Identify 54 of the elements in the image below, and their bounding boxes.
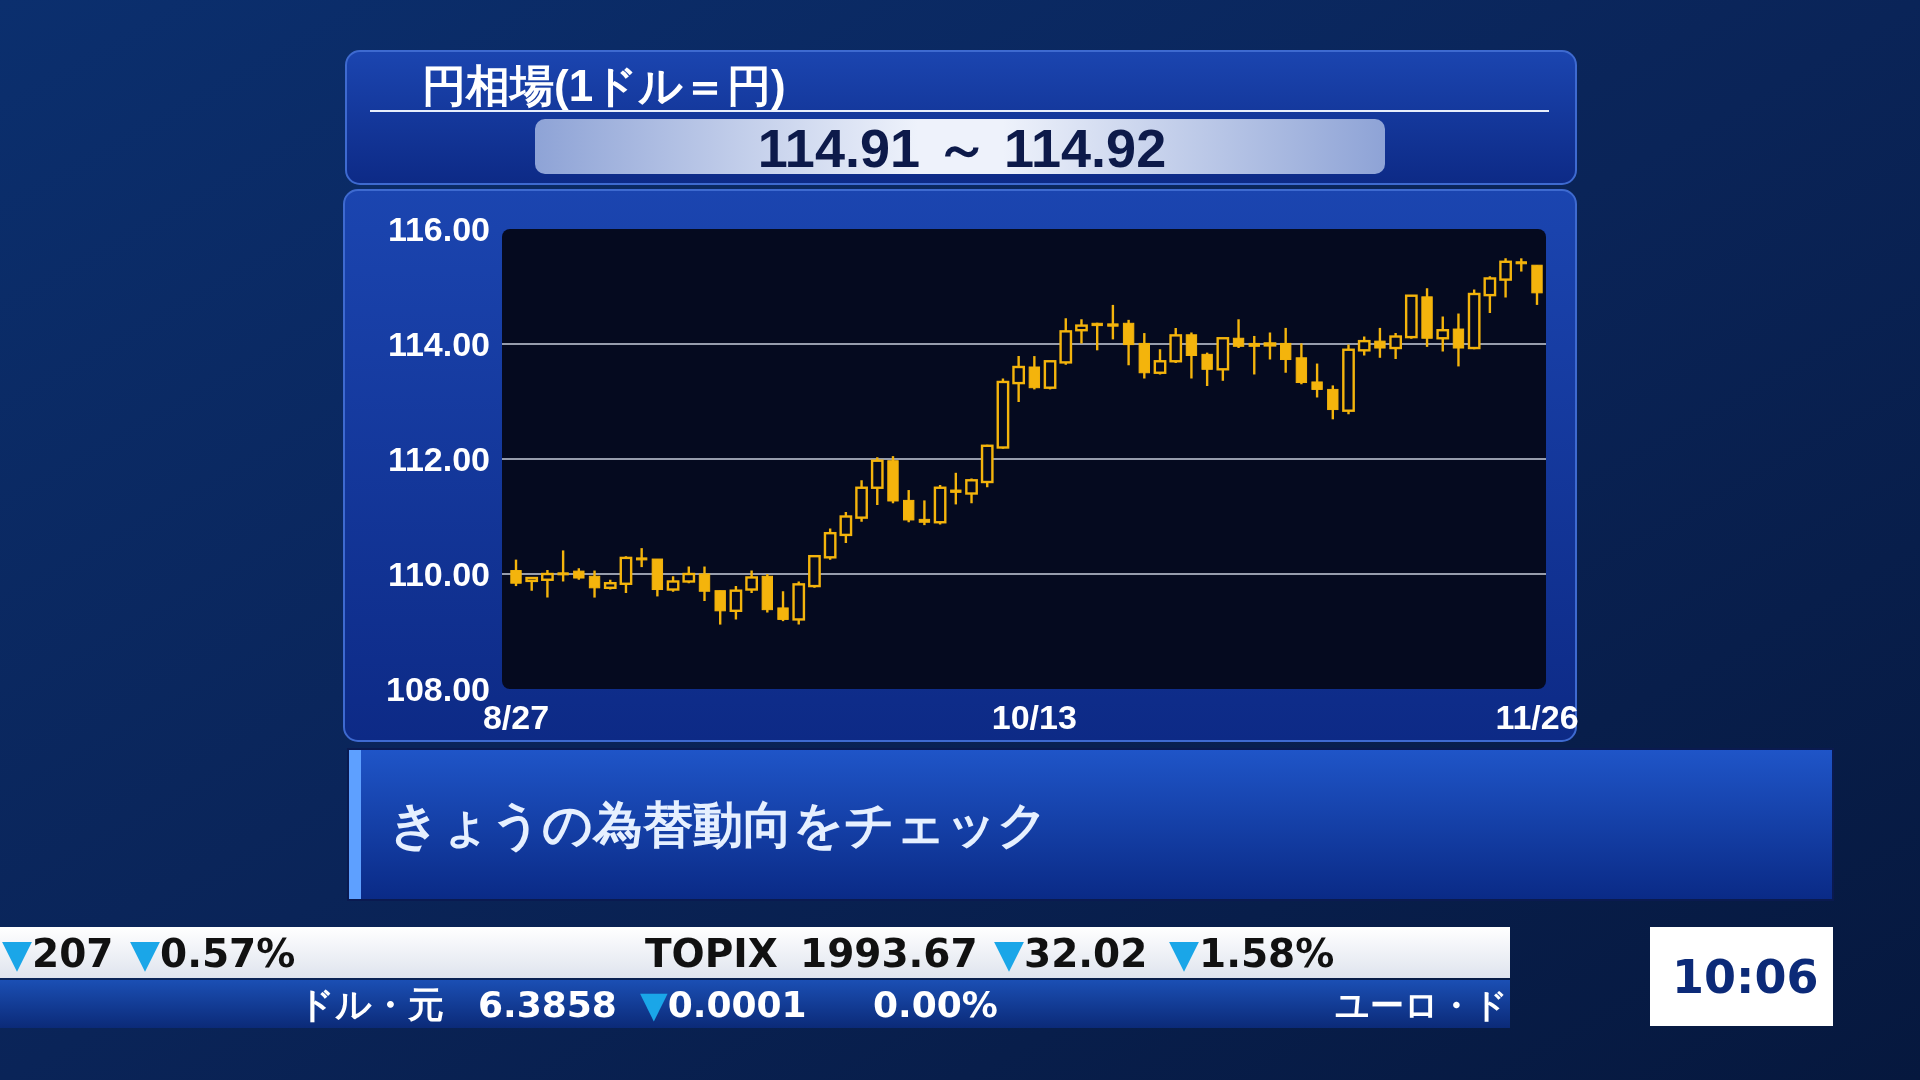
candlestick <box>1279 326 1292 374</box>
y-tick-label: 114.00 <box>387 324 490 363</box>
candlestick <box>870 456 884 507</box>
text: ▼0.0001 <box>640 984 807 1025</box>
candlestick <box>903 488 915 524</box>
candlestick <box>777 590 789 623</box>
candlestick <box>1483 274 1497 315</box>
text: ユーロ・ド <box>1335 985 1508 1025</box>
x-tick-label: 10/13 <box>991 698 1077 736</box>
candlestick <box>557 549 569 583</box>
candlestick <box>1107 303 1119 341</box>
candlestick <box>698 565 711 603</box>
candlestick <box>855 479 868 523</box>
candlestick <box>1012 354 1026 404</box>
candlestick <box>1263 331 1277 361</box>
candlestick <box>1201 351 1213 388</box>
candlestick <box>1436 315 1450 353</box>
text: TOPIX <box>645 931 778 976</box>
candlestick <box>1374 326 1386 359</box>
candlestick <box>1499 257 1512 299</box>
text: ドル・元 <box>298 984 444 1025</box>
candlestick <box>635 546 648 569</box>
text: ▼0.57% <box>130 931 296 976</box>
text: 1993.67 <box>800 931 978 976</box>
candlestick <box>714 589 726 626</box>
text: 10:06 <box>1672 950 1819 1004</box>
text: 0.00% <box>873 984 998 1025</box>
candlestick <box>1248 334 1260 376</box>
chart-title: 円相場(1ドル＝円) <box>422 61 786 110</box>
text: ▼32.02 <box>994 931 1148 976</box>
candlestick <box>1185 331 1198 380</box>
candlestick <box>541 568 554 599</box>
x-tick-label: 11/26 <box>1495 698 1579 736</box>
candlestick <box>1389 331 1403 361</box>
text: きょうの為替動向をチェック <box>389 796 1048 854</box>
candlestick <box>1122 318 1135 367</box>
candlestick <box>1452 312 1465 368</box>
text: ▼1.58% <box>1169 931 1335 976</box>
text: ▼207 <box>2 931 114 976</box>
chart-subtitle: 114.91 ～ 114.92 <box>757 118 1167 178</box>
candlestick <box>950 471 962 506</box>
text: 6.3858 <box>478 984 617 1025</box>
candlestick <box>1327 384 1339 421</box>
y-tick-label: 112.00 <box>387 439 490 478</box>
candlestick <box>1311 362 1323 399</box>
candlestick <box>1075 318 1088 345</box>
candlestick <box>588 569 601 599</box>
candlestick <box>510 558 522 588</box>
candlestick <box>1091 321 1103 352</box>
candlestick <box>918 499 931 527</box>
candlestick <box>1028 354 1041 391</box>
y-tick-label: 116.00 <box>387 209 490 248</box>
y-tick-label: 110.00 <box>387 554 490 593</box>
candlestick <box>1232 318 1245 350</box>
